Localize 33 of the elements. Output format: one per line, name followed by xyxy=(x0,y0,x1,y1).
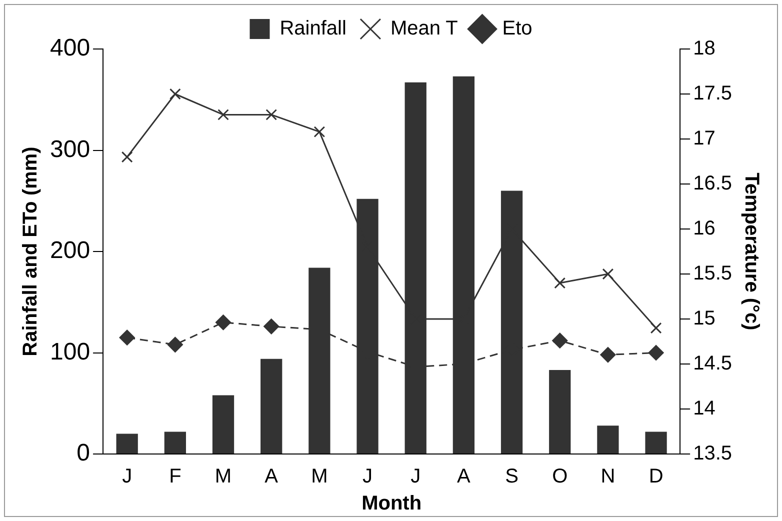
y2-tick-label: 16 xyxy=(693,218,716,240)
x-axis-title: Month xyxy=(362,492,422,515)
y-tick-label: 200 xyxy=(50,237,90,264)
y2-tick-label: 15.5 xyxy=(693,262,732,285)
x-tick-label: A xyxy=(457,466,472,488)
y2-axis-title: Temperature (°c) xyxy=(740,172,762,330)
y2-tick-label: 13.5 xyxy=(693,442,732,465)
x-tick-label: F xyxy=(169,466,182,488)
y2-tick-label: 16.5 xyxy=(693,172,732,195)
x-tick-label: M xyxy=(311,466,328,488)
y2-tick-label: 17.5 xyxy=(693,82,732,105)
y-tick-label: 100 xyxy=(50,338,90,366)
y-tick-label: 0 xyxy=(76,440,90,467)
y2-tick-label: 18 xyxy=(693,38,716,60)
legend-label: Eto xyxy=(502,18,532,40)
y2-tick-label: 14 xyxy=(693,398,716,420)
legend-label: Mean T xyxy=(390,18,458,40)
x-tick-label: O xyxy=(552,466,568,488)
x-tick-label: A xyxy=(264,466,279,488)
y2-tick-label: 17 xyxy=(693,128,716,150)
x-tick-label: N xyxy=(600,466,616,488)
x-tick-label: M xyxy=(214,466,232,488)
y-axis-title: Rainfall and ETo (mm) xyxy=(20,146,42,356)
x-tick-label: J xyxy=(362,466,373,488)
x-tick-label: D xyxy=(648,466,664,488)
y-tick-label: 300 xyxy=(50,136,90,163)
x-tick-label: J xyxy=(122,466,132,488)
y2-tick-label: 14.5 xyxy=(693,352,732,375)
legend-label: Rainfall xyxy=(280,18,346,40)
x-tick-label: S xyxy=(505,466,518,488)
y2-tick-label: 15 xyxy=(693,308,716,330)
x-tick-label: J xyxy=(410,466,421,488)
y-tick-label: 400 xyxy=(50,34,90,62)
